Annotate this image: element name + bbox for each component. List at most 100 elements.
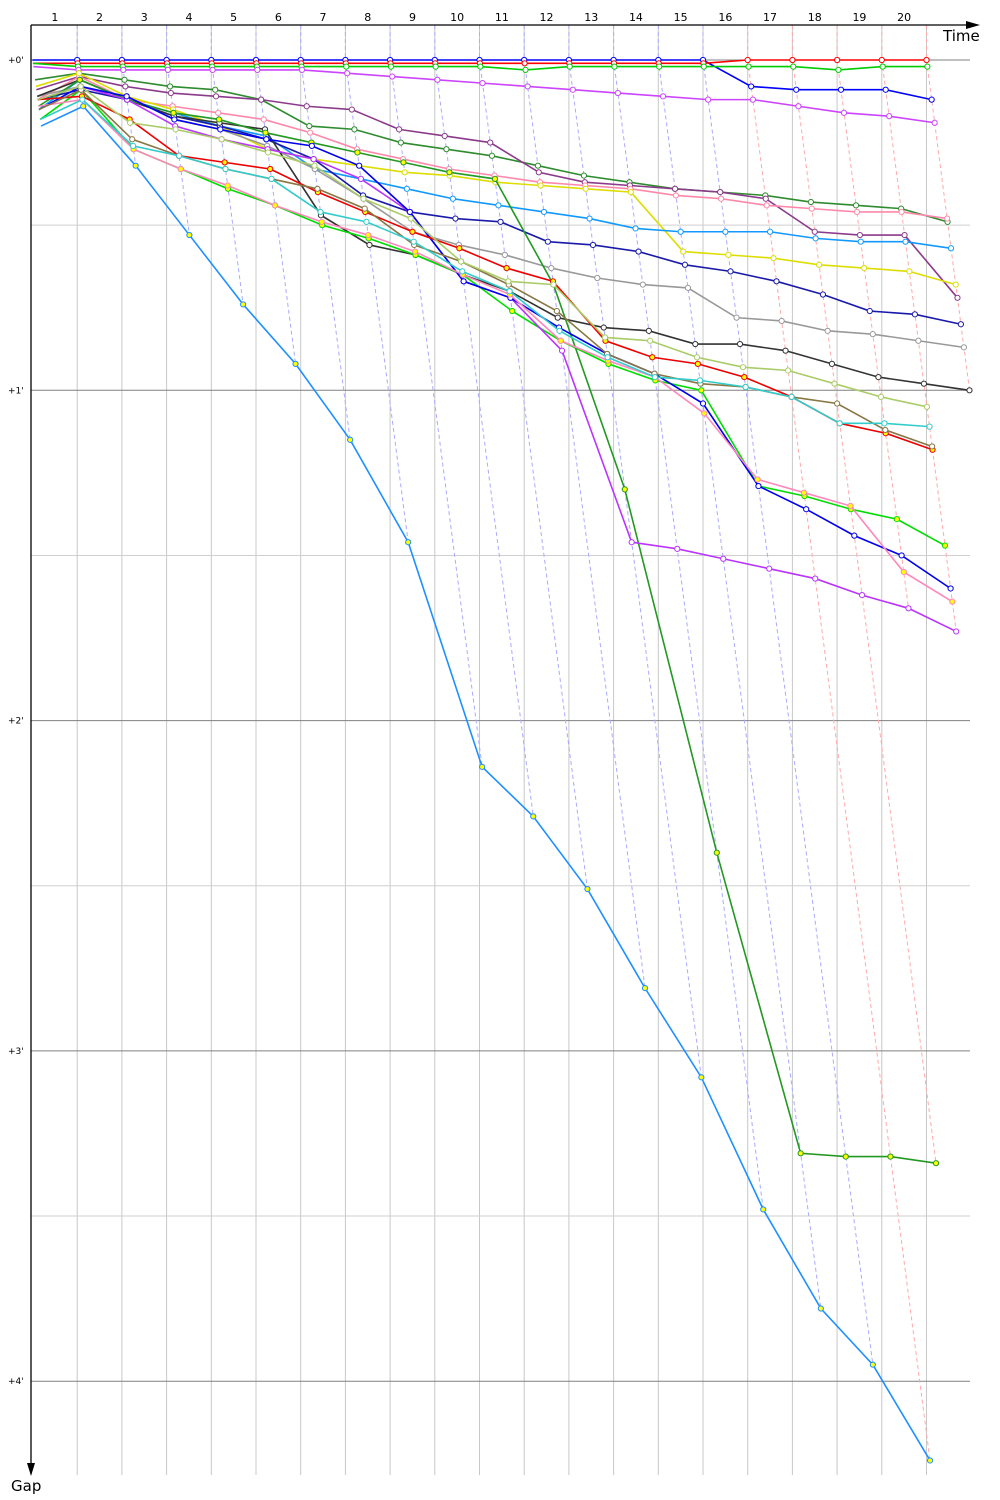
data-point	[840, 109, 848, 116]
x-tick-label: 6	[275, 11, 282, 24]
data-point	[742, 383, 749, 391]
data-point	[122, 83, 129, 90]
data-point	[446, 169, 453, 176]
data-point	[501, 251, 508, 258]
data-point	[129, 142, 137, 149]
series-line	[38, 78, 952, 250]
series-line	[37, 85, 957, 633]
series-line	[37, 85, 928, 408]
data-point	[397, 139, 404, 146]
lap-connector-line	[881, 25, 957, 632]
data-point	[172, 126, 179, 133]
data-point	[389, 73, 396, 80]
data-point	[785, 367, 792, 374]
data-point	[954, 294, 961, 301]
data-point	[770, 255, 777, 262]
data-point	[836, 420, 843, 427]
data-point	[926, 423, 933, 430]
data-point	[509, 307, 516, 315]
data-point	[834, 400, 841, 407]
data-point	[727, 268, 734, 275]
data-point	[407, 215, 414, 222]
x-axis-label: Time	[942, 27, 980, 45]
data-point	[915, 337, 922, 344]
data-point	[739, 364, 747, 371]
data-point	[766, 228, 774, 235]
lap-connector-line	[434, 25, 534, 817]
data-point	[569, 86, 576, 93]
data-point	[856, 231, 863, 239]
data-point	[790, 63, 797, 70]
x-tick-label: 5	[230, 11, 237, 24]
data-point	[164, 66, 171, 74]
data-point	[693, 354, 701, 361]
data-point	[441, 132, 448, 140]
data-point	[763, 202, 770, 209]
data-point	[837, 86, 845, 93]
data-point	[797, 1150, 804, 1157]
data-point	[627, 189, 634, 196]
data-point	[553, 307, 560, 315]
data-point	[80, 103, 87, 110]
data-point	[457, 258, 465, 265]
data-point	[861, 264, 868, 272]
data-point	[741, 373, 748, 381]
y-tick-label: +4'	[8, 1377, 24, 1387]
data-point	[132, 162, 139, 169]
data-point	[268, 175, 275, 183]
data-point	[540, 208, 548, 216]
data-point	[966, 387, 973, 394]
data-point	[215, 109, 222, 116]
data-point	[401, 169, 408, 176]
x-tick-label: 20	[897, 11, 911, 24]
data-point	[554, 314, 561, 321]
data-point	[882, 426, 889, 434]
data-point	[755, 482, 762, 490]
data-point	[487, 139, 494, 146]
data-point	[611, 63, 618, 70]
data-point	[344, 70, 351, 77]
y-axis-arrow	[27, 1463, 35, 1476]
data-point	[580, 172, 588, 179]
data-point	[522, 66, 529, 74]
data-point	[222, 165, 229, 173]
data-point	[760, 1206, 767, 1213]
data-point	[403, 185, 410, 192]
data-point	[400, 159, 407, 166]
data-point	[76, 76, 83, 83]
data-point	[311, 162, 318, 169]
data-point	[803, 506, 810, 513]
data-point	[866, 307, 873, 315]
data-point	[411, 248, 419, 255]
data-point	[811, 228, 818, 235]
data-point	[680, 248, 687, 255]
data-point	[692, 340, 699, 348]
series-7	[37, 73, 951, 222]
series-21	[37, 83, 931, 410]
data-point	[878, 56, 885, 64]
data-point	[717, 189, 724, 196]
data-point	[725, 251, 732, 258]
x-tick-label: 19	[852, 11, 866, 24]
data-point	[717, 195, 725, 202]
data-point	[443, 146, 450, 153]
data-point	[292, 360, 299, 367]
data-point	[365, 231, 372, 239]
data-point	[674, 545, 681, 552]
data-point	[212, 86, 219, 93]
data-point	[641, 985, 649, 992]
data-point	[79, 96, 86, 103]
x-tick-label: 2	[96, 11, 103, 24]
data-point	[209, 66, 216, 74]
data-point	[701, 410, 708, 417]
data-point	[550, 281, 557, 288]
data-point	[186, 231, 193, 239]
y-tick-label: +2'	[8, 717, 24, 727]
data-point	[928, 96, 935, 103]
data-point	[736, 340, 744, 348]
series-22	[39, 96, 933, 430]
lap-connector-line	[389, 25, 483, 767]
data-point	[604, 354, 611, 361]
data-point	[812, 575, 819, 582]
data-point	[406, 208, 413, 216]
